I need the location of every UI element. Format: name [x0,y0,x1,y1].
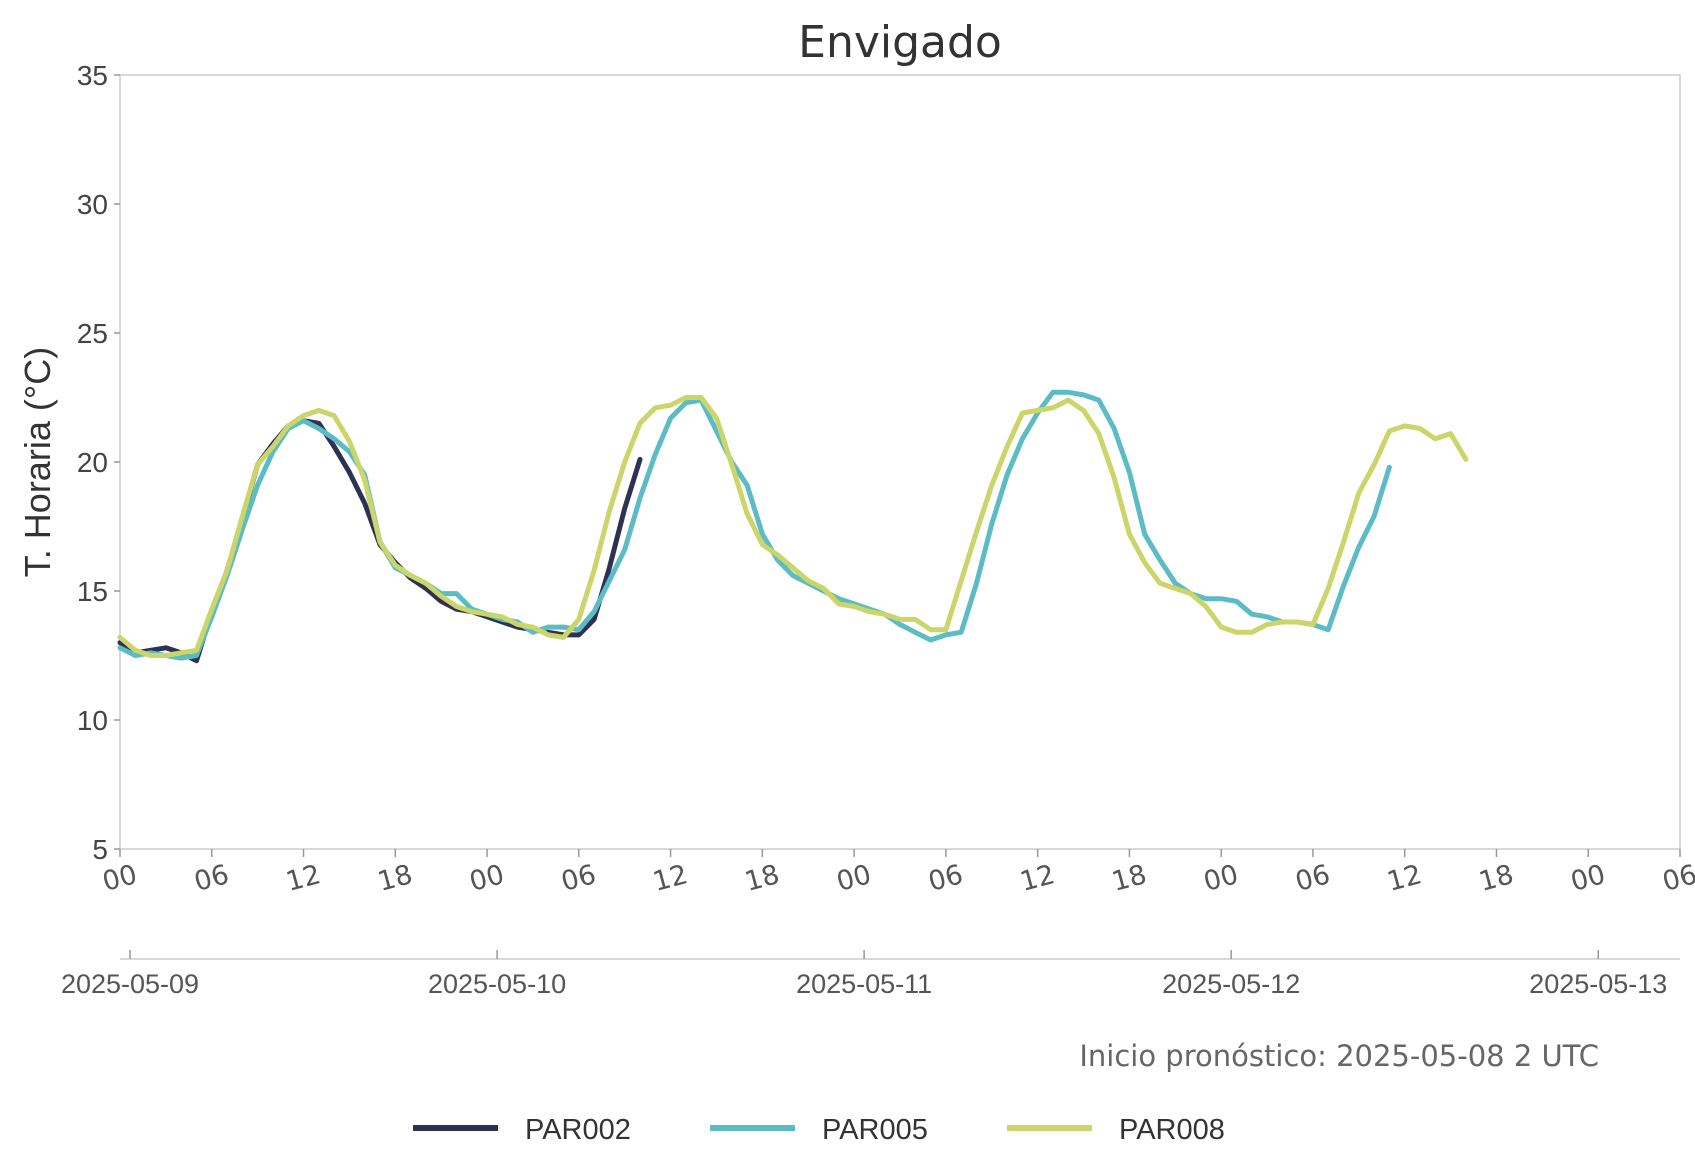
legend-label-par005: PAR005 [822,1114,928,1146]
date-tick-label: 2025-05-10 [428,969,566,999]
y-tick-label: 20 [77,447,108,478]
date-tick-label: 2025-05-13 [1529,969,1667,999]
legend-label-par008: PAR008 [1119,1114,1225,1146]
x-tick-label: 06 [1659,859,1695,898]
forecast-start-annotation: Inicio pronóstico: 2025-05-08 2 UTC [1079,1039,1599,1073]
legend: PAR002 PAR005 PAR008 [413,1114,1225,1146]
y-axis-ticks: 5 10 15 20 25 30 35 [77,60,120,865]
x-axis-hour-ticks: 00 06 12 18 00 06 12 18 00 06 12 18 00 06 12 18 00 06 [99,849,1695,898]
legend-label-par002: PAR002 [525,1114,631,1146]
date-tick-label: 2025-05-11 [796,969,932,999]
y-tick-label: 15 [77,576,108,607]
y-tick-label: 30 [77,189,108,220]
date-tick-label: 2025-05-09 [61,969,199,999]
series-line-par008 [117,395,1469,658]
y-tick-label: 25 [77,318,108,349]
series-line-par005 [117,389,1392,661]
date-tick-label: 2025-05-12 [1162,969,1300,999]
x-axis-date-ticks: 2025-05-09 2025-05-10 2025-05-11 2025-05-12… [61,950,1667,999]
y-axis-label: T. Horaria (°C) [17,347,58,577]
y-tick-label: 35 [77,60,108,91]
y-tick-label: 5 [92,834,108,865]
series-layer [117,389,1469,664]
chart-title: Envigado [798,17,1002,68]
y-tick-label: 10 [77,705,108,736]
